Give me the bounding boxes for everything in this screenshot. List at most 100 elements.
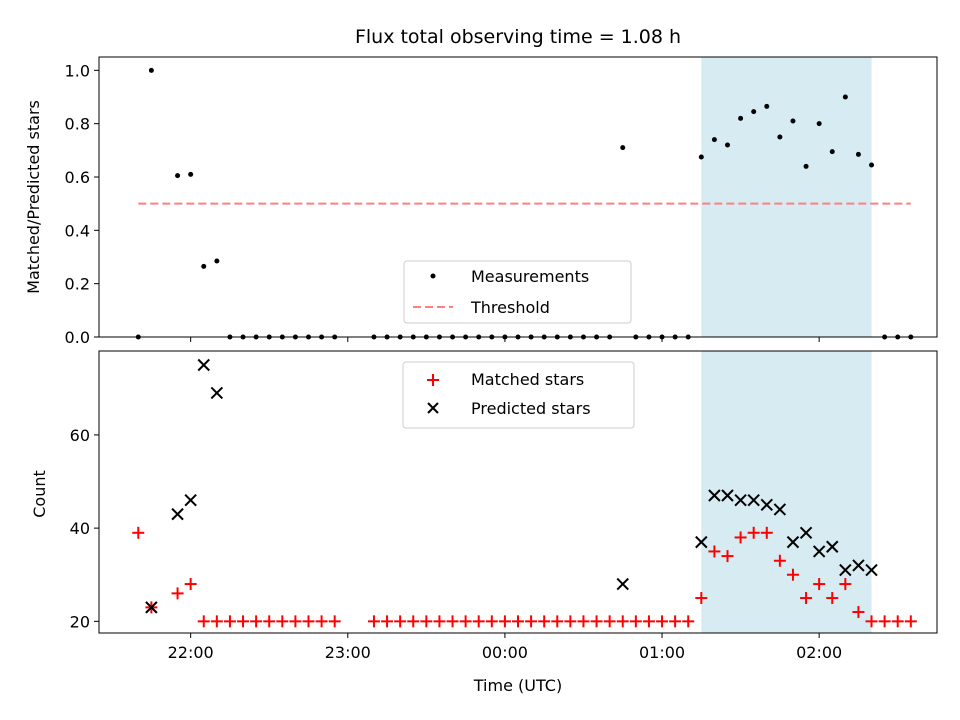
legend-predicted-marker (427, 402, 439, 414)
top-y-ticks: 0.0 0.2 0.4 0.6 0.8 1.0 (65, 61, 99, 347)
bottom-legend-box (402, 361, 635, 429)
chart-title: Flux total observing time = 1.08 h (355, 26, 681, 48)
matched-star-point (682, 615, 695, 628)
matched-star-point (813, 578, 826, 591)
top-shaded-region (701, 57, 872, 337)
bottom-axes-frame (98, 350, 938, 634)
matched-star-point (839, 578, 852, 591)
count-points (132, 358, 917, 628)
predicted-star-point (184, 493, 197, 507)
predicted-star-point (708, 489, 721, 502)
top-shaded-band (701, 57, 872, 337)
cross-stroke-b (865, 563, 878, 577)
top-axes-frame (98, 56, 938, 338)
matched-star-point (132, 526, 145, 539)
predicted-star-point (812, 545, 826, 558)
predicted-star-point (852, 559, 865, 572)
top-y-tick-label: 0.0 (65, 328, 90, 347)
matched-star-point (616, 615, 629, 628)
measurement-point (711, 137, 717, 143)
matched-star-point (525, 615, 538, 628)
bottom-shaded-band (701, 351, 872, 633)
bottom-y-tick-label: 20 (70, 612, 90, 631)
measurement-point (829, 149, 835, 155)
matched-star-point (367, 615, 380, 628)
top-y-tick-label: 0.2 (65, 275, 90, 294)
measurement-point (620, 145, 626, 151)
predicted-star-point (799, 526, 813, 539)
predicted-star-point (839, 563, 852, 577)
matched-star-point (826, 592, 839, 605)
cross-stroke-b (695, 535, 708, 549)
matched-star-point (315, 615, 328, 628)
cross-stroke-b (799, 526, 813, 539)
legend-measurements-label: Measurements (471, 267, 589, 286)
legend-matched-marker (427, 374, 439, 386)
cross-stroke-b (852, 559, 865, 572)
top-y-axis-label: Matched/Predicted stars (24, 100, 43, 294)
bottom-y-tick-label: 40 (70, 519, 90, 538)
cross-stroke-b (747, 493, 760, 507)
matched-star-point (734, 531, 747, 544)
matched-star-point (328, 615, 341, 628)
measurement-point (855, 151, 861, 157)
measurement-point (751, 109, 757, 115)
cross-stroke-b (210, 386, 224, 400)
cross-stroke-b (826, 540, 839, 553)
matched-star-point (459, 615, 472, 628)
matched-star-point (852, 606, 865, 619)
matched-star-point (747, 526, 760, 539)
predicted-star-point (773, 503, 787, 516)
bottom-x-tick-label: 22:00 (168, 643, 214, 662)
matched-star-point (891, 615, 904, 628)
measurement-point (698, 154, 704, 160)
matched-star-point (564, 615, 577, 628)
predicted-star-point (616, 577, 629, 591)
cross-stroke-b (721, 489, 734, 502)
bottom-y-axis-label: Count (30, 470, 49, 518)
top-y-tick-label: 1.0 (65, 61, 90, 80)
bottom-legend: Matched stars Predicted stars (402, 361, 635, 429)
matched-star-point (171, 587, 184, 600)
measurement-point (764, 103, 770, 109)
top-y-tick-label: 0.6 (65, 168, 90, 187)
matched-star-point (223, 615, 236, 628)
measurement-point (214, 258, 220, 264)
matched-star-point (197, 615, 210, 628)
measurement-point (738, 115, 744, 121)
cross-stroke-b (734, 493, 747, 507)
matched-star-point (289, 615, 302, 628)
matched-star-point (786, 568, 799, 581)
top-panel: 0.0 0.2 0.4 0.6 0.8 1.0 Matched/Predicted sta… (24, 56, 938, 347)
measurement-point (869, 162, 875, 168)
cross-stroke-b (171, 507, 184, 521)
matched-star-point (773, 554, 786, 567)
matched-star-point (407, 615, 420, 628)
matched-star-point (498, 615, 511, 628)
predicted-star-point (747, 493, 760, 507)
predicted-star-point (695, 535, 708, 549)
top-legend-box (403, 260, 632, 324)
matched-star-point (642, 615, 655, 628)
matched-star-point (708, 545, 721, 558)
matched-star-point (433, 615, 446, 628)
measurement-point (777, 134, 783, 140)
predicted-star-point (760, 498, 773, 512)
matched-star-point (276, 615, 289, 628)
matched-star-point (446, 615, 459, 628)
cross-stroke-b (786, 535, 800, 549)
x-axis-label: Time (UTC) (473, 676, 562, 695)
legend-measurements-marker (430, 273, 436, 279)
cross-stroke-b (145, 601, 158, 614)
bottom-x-tick-label: 02:00 (796, 643, 842, 662)
matched-star-point (865, 615, 878, 628)
predicted-star-point (171, 507, 184, 521)
measurement-point (188, 171, 194, 177)
cross-stroke-b (616, 577, 629, 591)
matched-star-point (695, 592, 708, 605)
matched-star-point (656, 615, 669, 628)
matched-star-point (904, 615, 917, 628)
matched-star-point (577, 615, 590, 628)
measurement-point (842, 94, 848, 100)
